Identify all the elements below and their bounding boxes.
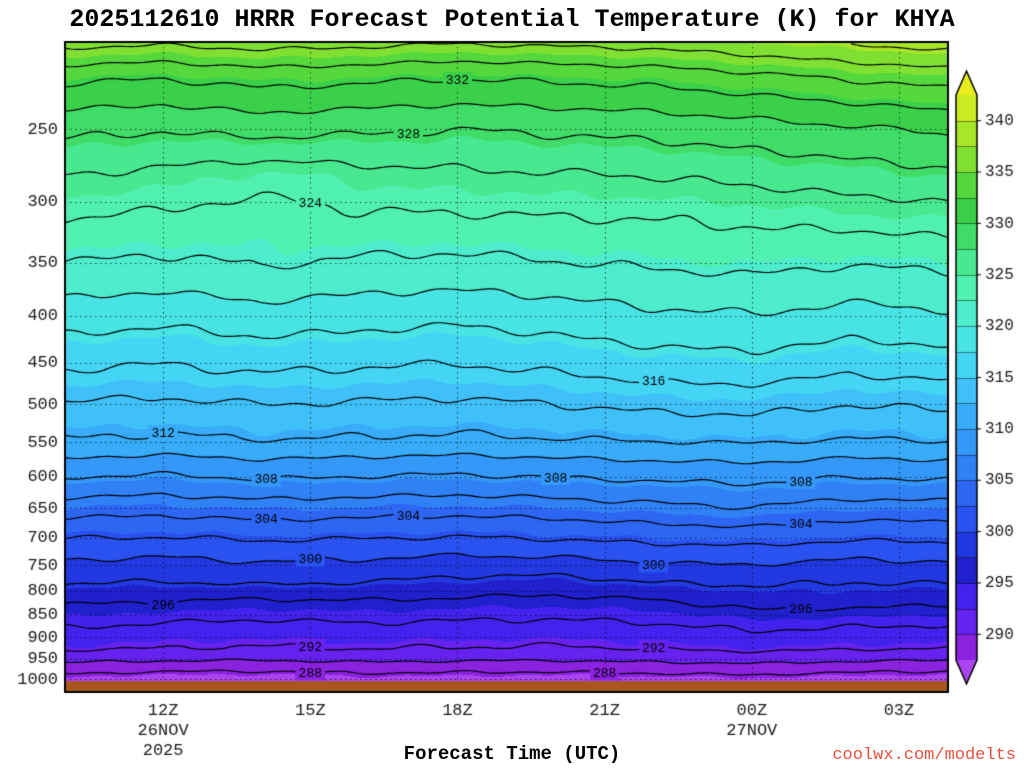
chart-title: 2025112610 HRRR Forecast Potential Tempe… [69,5,955,34]
x-axis-title: Forecast Time (UTC) [403,743,621,765]
watermark-link[interactable]: coolwx.com/modelts [832,746,1016,765]
